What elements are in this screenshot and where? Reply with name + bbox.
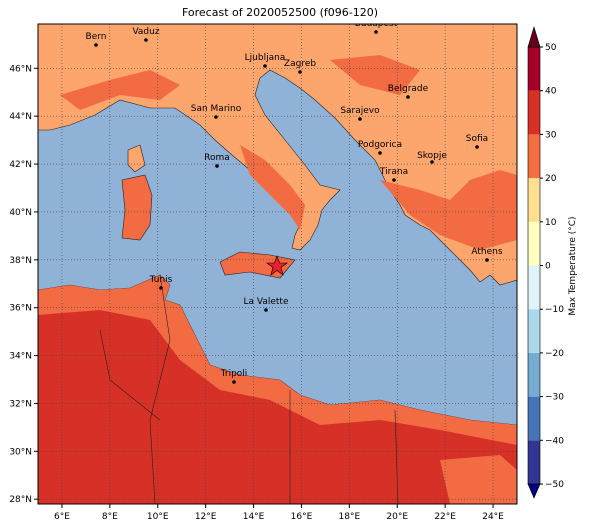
- cities: Bern Vaduz Budapest Ljubljana Zagreb Bel…: [86, 19, 503, 384]
- colorbar-segment: [528, 134, 540, 179]
- borders: [99, 274, 399, 504]
- city-label: Skopje: [417, 151, 447, 161]
- sardinia: [121, 174, 153, 241]
- colorbar-tick-label: −10: [545, 305, 564, 315]
- colorbar-tick-label: 20: [545, 174, 557, 184]
- warm-patch: [440, 455, 517, 504]
- city-dot: [475, 145, 479, 149]
- city-label: Sarajevo: [340, 106, 380, 116]
- colorbar-segment: [528, 47, 540, 91]
- city-label: Tripoli: [220, 369, 248, 379]
- city-label: Vaduz: [132, 27, 159, 37]
- city-dot: [144, 38, 148, 42]
- city-dot: [430, 160, 434, 164]
- colorbar-over: [527, 25, 541, 48]
- x-tick-label: 10°E: [147, 512, 169, 522]
- warm-patch: [380, 170, 517, 250]
- city-dot: [215, 164, 219, 168]
- colorbar: −50 −40 −30 −20 −10 0 10 20 30 40 50: [527, 25, 564, 499]
- city-label: La Valette: [244, 297, 289, 307]
- coast-band: [38, 275, 517, 445]
- colorbar-segment: [528, 396, 540, 441]
- city-dot: [358, 117, 362, 121]
- x-tick-label: 18°E: [339, 512, 361, 522]
- y-tick-label: 38°N: [9, 256, 32, 266]
- title: Forecast of 2020052500 (f096-120): [182, 6, 378, 19]
- colorbar-tick-label: 10: [545, 218, 557, 228]
- x-tick-label: 22°E: [434, 512, 456, 522]
- colorbar-tick-label: −20: [545, 349, 564, 359]
- map-frame: [37, 23, 518, 505]
- city-dot: [232, 380, 236, 384]
- colorbar-tick-label: 30: [545, 130, 557, 140]
- colorbar-segment: [528, 221, 540, 266]
- y-tick-label: 28°N: [9, 495, 32, 505]
- x-tick-label: 20°E: [386, 512, 408, 522]
- city-label: Budapest: [355, 19, 398, 29]
- y-tick-label: 30°N: [9, 447, 32, 457]
- city-dot: [485, 258, 489, 262]
- graticule: [38, 24, 517, 504]
- city-dot: [264, 308, 268, 312]
- y-tick-label: 36°N: [9, 304, 32, 314]
- colorbar-segment: [528, 178, 540, 222]
- city-label: Sofia: [466, 134, 488, 144]
- city-label: Bern: [86, 32, 107, 42]
- colorbar-tick-label: 0: [545, 262, 551, 272]
- city-dot: [214, 115, 218, 119]
- colorbar-label: Max Temperature (°C): [568, 216, 578, 315]
- colorbar-segment: [528, 309, 540, 353]
- y-tick-label: 42°N: [9, 160, 32, 170]
- city-label: Roma: [204, 153, 230, 163]
- x-tick-label: 24°E: [482, 512, 504, 522]
- colorbar-tick-label: −40: [545, 436, 564, 446]
- y-tick-label: 46°N: [9, 64, 32, 74]
- corsica: [127, 144, 146, 173]
- warm-patch: [60, 70, 180, 110]
- city-dot: [374, 30, 378, 34]
- location-star: [266, 255, 288, 276]
- city-label: Ljubljana: [245, 53, 286, 63]
- colorbar-segment: [528, 440, 540, 484]
- colorbar-segment: [528, 352, 540, 397]
- city-dot: [159, 286, 163, 290]
- city-dot: [94, 43, 98, 47]
- city-label: Tunis: [149, 275, 173, 285]
- city-label: San Marino: [191, 104, 242, 114]
- y-tick-label: 40°N: [9, 208, 32, 218]
- colorbar-under: [527, 483, 541, 499]
- city-dot: [406, 95, 410, 99]
- x-tick-label: 8°E: [102, 512, 118, 522]
- y-tick-label: 32°N: [9, 399, 32, 409]
- city-label: Podgorica: [358, 140, 402, 150]
- colorbar-tick-label: 40: [545, 87, 557, 97]
- city-label: Tirana: [379, 167, 408, 177]
- city-label: Athens: [471, 247, 502, 257]
- colorbar-segment: [528, 90, 540, 135]
- y-tick-label: 44°N: [9, 112, 32, 122]
- x-tick-label: 12°E: [195, 512, 217, 522]
- y-tick-label: 34°N: [9, 352, 32, 362]
- x-tick-label: 14°E: [243, 512, 265, 522]
- x-tick-label: 6°E: [54, 512, 70, 522]
- colorbar-tick-label: 50: [545, 43, 557, 53]
- city-label: Zagreb: [284, 59, 316, 69]
- x-tick-label: 16°E: [291, 512, 313, 522]
- axes: 6°E 8°E 10°E 12°E 14°E 16°E 18°E 20°E 22°E 24°E 28…: [9, 64, 504, 522]
- city-label: Belgrade: [388, 84, 429, 94]
- city-dot: [392, 178, 396, 182]
- colorbar-tick-label: −30: [545, 393, 564, 403]
- colorbar-segment: [528, 265, 540, 310]
- colorbar-tick-label: −50: [545, 480, 564, 490]
- city-dot: [298, 70, 302, 74]
- map: Bern Vaduz Budapest Ljubljana Zagreb Bel…: [38, 19, 517, 504]
- city-dot: [378, 151, 382, 155]
- city-dot: [263, 64, 267, 68]
- warm-patch: [240, 145, 305, 230]
